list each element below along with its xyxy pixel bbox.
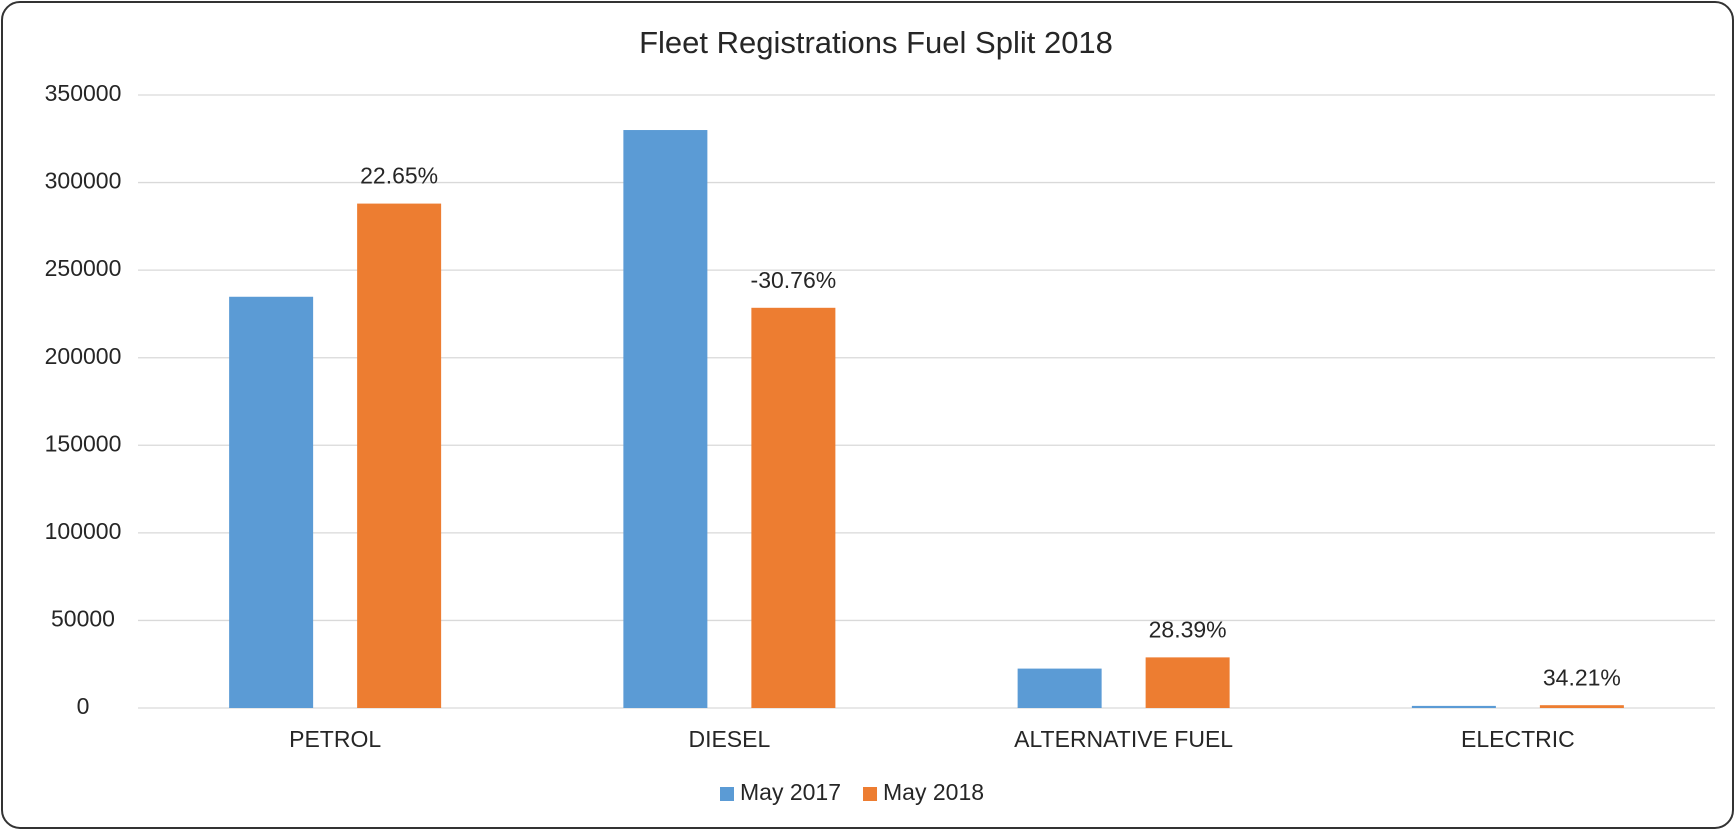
annotation: 22.65%: [360, 163, 438, 189]
y-tick-label: 50000: [51, 606, 115, 632]
bar: [1017, 668, 1102, 708]
y-tick-label: 0: [77, 693, 90, 719]
y-tick-label: 150000: [45, 430, 122, 456]
legend-label: May 2017: [740, 779, 841, 805]
annotation: -30.76%: [751, 267, 837, 293]
legend-label: May 2018: [883, 779, 984, 805]
x-tick-label: DIESEL: [688, 726, 770, 752]
legend-swatch: [720, 787, 734, 801]
x-tick-label: PETROL: [289, 726, 381, 752]
bar: [229, 296, 314, 708]
legend-swatch: [863, 787, 878, 801]
y-tick-label: 200000: [45, 343, 122, 369]
bar: [357, 203, 442, 709]
y-tick-label: 100000: [45, 518, 122, 544]
annotation: 28.39%: [1149, 616, 1227, 642]
chart-title: Fleet Registrations Fuel Split 2018: [639, 25, 1113, 60]
y-tick-label: 300000: [45, 168, 122, 194]
x-tick-label: ALTERNATIVE FUEL: [1014, 726, 1233, 752]
bar: [1411, 705, 1496, 708]
y-tick-label: 250000: [45, 255, 122, 281]
bar: [623, 130, 708, 708]
bar: [1145, 657, 1230, 708]
bar: [751, 307, 836, 708]
annotation: 34.21%: [1543, 664, 1621, 690]
x-tick-label: ELECTRIC: [1461, 726, 1575, 752]
y-tick-label: 350000: [45, 80, 122, 106]
bar: [1539, 705, 1624, 708]
